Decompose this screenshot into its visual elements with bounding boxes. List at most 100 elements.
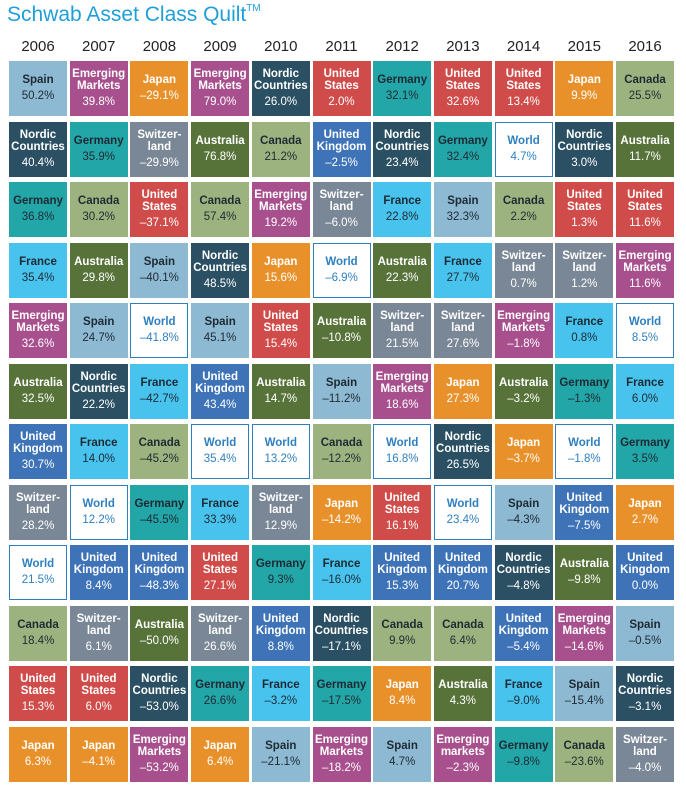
quilt-cell: Nordic Countries 26.5%	[433, 424, 492, 479]
annual-return-value: 20.7%	[446, 580, 480, 592]
asset-class-name: Japan	[385, 679, 419, 691]
quilt-cell: Nordic Countries –17.1%	[312, 605, 371, 661]
annual-return-value: 27.3%	[446, 392, 480, 405]
annual-return-value: 12.2%	[82, 513, 115, 526]
asset-class-name: Canada	[260, 134, 302, 147]
quilt-cell: World 8.5%	[616, 303, 674, 358]
year-label: 2016	[628, 38, 662, 55]
asset-class-name: Germany	[73, 134, 124, 147]
quilt-cell: Japan –3.7%	[494, 424, 553, 479]
asset-class-name: United Kingdom	[437, 552, 488, 576]
annual-return-value: –53.0%	[139, 701, 179, 713]
asset-class-name: World	[82, 497, 115, 510]
asset-class-name: Spain	[325, 376, 358, 389]
asset-class-name: Emerging Markets	[193, 68, 247, 92]
quilt-cell: France 35.4%	[9, 242, 67, 298]
asset-class-name: Switzer- land	[562, 249, 607, 274]
quilt-cell: Emerging Markets 39.8%	[69, 61, 128, 116]
annual-return-value: 4.3%	[449, 695, 476, 707]
asset-class-name: Spain	[386, 739, 418, 752]
quilt-cell: Nordic Countries 48.5%	[191, 242, 250, 298]
annual-return-value: 57.4%	[203, 211, 237, 223]
annual-return-value: 4.7%	[510, 150, 537, 163]
quilt-cell: Switzer- land –4.0%	[616, 726, 674, 782]
asset-class-name: United States	[445, 68, 481, 92]
asset-class-name: Japan	[628, 497, 662, 510]
quilt-cell: Emerging Markets –14.6%	[555, 605, 614, 661]
quilt-cell: United Kingdom 43.4%	[191, 363, 250, 419]
annual-return-value: 2.7%	[631, 513, 659, 526]
quilt-cell: Emerging Markets 11.6%	[616, 242, 674, 298]
asset-class-name: United States	[20, 673, 56, 697]
quilt-cell: Canada 6.4%	[433, 605, 492, 661]
annual-return-value: –2.5%	[325, 156, 358, 169]
asset-class-name: France	[201, 497, 239, 510]
annual-return-value: 21.5%	[385, 338, 419, 350]
quilt-cell: Japan 15.6%	[251, 242, 310, 298]
quilt-cell: Emerging Markets 32.6%	[9, 303, 67, 358]
annual-return-value: 3.0%	[571, 156, 598, 169]
asset-class-name: Spain	[83, 316, 115, 328]
quilt-cell: France –3.2%	[251, 666, 310, 721]
annual-return-value: 26.6%	[203, 695, 237, 707]
quilt-cell: Canada 2.2%	[494, 182, 553, 237]
asset-class-name: World	[386, 437, 419, 449]
annual-return-value: –12.2%	[321, 453, 361, 465]
asset-class-name: Switzer- land	[440, 310, 485, 334]
quilt-cell: Canada 18.4%	[9, 605, 67, 661]
quilt-cell: Switzer- land –29.9%	[130, 121, 189, 177]
annual-return-value: 14.7%	[264, 392, 298, 405]
quilt-cell: France –42.7%	[130, 363, 189, 419]
quilt-cell: Germany –17.5%	[312, 666, 371, 721]
quilt-cell: Switzer- land 26.6%	[191, 605, 250, 661]
quilt-cell: World –1.8%	[555, 424, 614, 479]
asset-class-name: United States	[566, 189, 603, 213]
quilt-cell: Spain –11.2%	[312, 363, 371, 419]
annual-return-value: 3.5%	[631, 453, 659, 465]
annual-return-value: 6.1%	[85, 640, 112, 653]
quilt-cell: Germany 3.5%	[616, 424, 674, 479]
quilt-cell: France 6.0%	[616, 363, 674, 419]
quilt-cell: Emerging Markets –1.8%	[494, 303, 553, 358]
quilt-cell: Spain –40.1%	[130, 242, 189, 298]
chart-title: Schwab Asset Class QuiltTM	[7, 3, 261, 26]
annual-return-value: –9.8%	[567, 574, 601, 586]
asset-class-name: Spain	[143, 255, 176, 268]
annual-return-value: –6.0%	[325, 217, 358, 229]
asset-class-name: United States	[627, 189, 663, 213]
asset-class-name: World	[507, 134, 540, 147]
quilt-cell: United States –37.1%	[130, 182, 189, 237]
annual-return-value: 35.9%	[82, 150, 115, 163]
annual-return-value: –40.1%	[139, 271, 179, 284]
annual-return-value: 25.5%	[628, 90, 662, 102]
asset-class-name: Switzer- land	[198, 612, 243, 637]
annual-return-value: –53.2%	[139, 761, 179, 774]
year-label: 2012	[385, 38, 419, 55]
asset-class-name: Switzer- land	[622, 733, 668, 758]
asset-class-name: United Kingdom	[134, 552, 185, 576]
asset-class-name: Australia	[316, 316, 367, 328]
quilt-cell: France 27.7%	[433, 242, 492, 298]
annual-return-value: –4.8%	[507, 580, 540, 592]
annual-return-value: –14.2%	[321, 513, 361, 526]
annual-return-value: 27.6%	[446, 338, 480, 350]
asset-class-name: Nordic Countries	[193, 249, 247, 274]
annual-return-value: 1.3%	[571, 217, 598, 229]
annual-return-value: 8.8%	[267, 640, 294, 653]
annual-return-value: 32.4%	[446, 150, 480, 163]
quilt-cell: Switzer- land 6.1%	[69, 605, 128, 661]
quilt-cell: Switzer- land 1.2%	[555, 242, 614, 298]
asset-class-name: Nordic Countries	[557, 128, 612, 153]
annual-return-value: 13.4%	[507, 96, 540, 108]
quilt-cell: Nordic Countries 22.2%	[69, 363, 128, 419]
quilt-cell: Spain 4.7%	[373, 726, 432, 782]
quilt-cell: Australia 76.8%	[191, 121, 250, 177]
annual-return-value: 11.7%	[629, 150, 661, 163]
quilt-cell: Germany –9.8%	[494, 726, 553, 782]
annual-return-value: 32.6%	[21, 338, 55, 350]
asset-class-name: Switzer- land	[501, 249, 546, 274]
quilt-cell: United States 27.1%	[191, 545, 250, 600]
quilt-cell: Germany 36.8%	[9, 182, 67, 237]
asset-class-name: World	[21, 558, 55, 570]
